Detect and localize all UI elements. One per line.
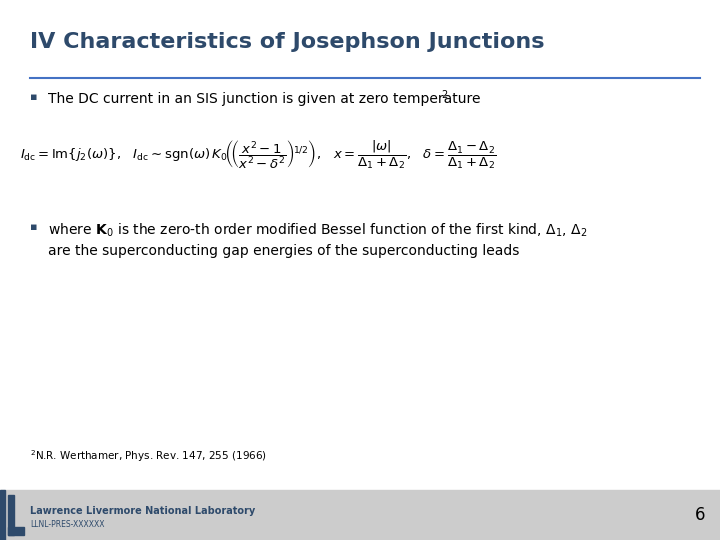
Bar [8,495,14,535]
Text: ▪: ▪ [30,222,37,232]
Bar [0,490,720,540]
Text: where $\mathbf{K}_0$ is the zero-th order modified Bessel function of the first : where $\mathbf{K}_0$ is the zero-th orde… [48,222,588,239]
Text: LLNL-PRES-XXXXXX: LLNL-PRES-XXXXXX [30,520,104,529]
Bar [0,490,5,540]
Text: $^2$N.R. Werthamer, Phys. Rev. 147, 255 (1966): $^2$N.R. Werthamer, Phys. Rev. 147, 255 … [30,448,267,464]
Text: 2: 2 [441,90,447,100]
Text: are the superconducting gap energies of the superconducting leads: are the superconducting gap energies of … [48,244,519,258]
Text: The DC current in an SIS junction is given at zero temperature: The DC current in an SIS junction is giv… [48,92,480,106]
Bar [8,527,24,535]
Text: 6: 6 [695,506,705,524]
Text: Lawrence Livermore National Laboratory: Lawrence Livermore National Laboratory [30,506,256,516]
Text: IV Characteristics of Josephson Junctions: IV Characteristics of Josephson Junction… [30,32,544,52]
Text: ▪: ▪ [30,92,37,102]
Text: $I_{\mathrm{dc}} = \mathrm{Im}\{j_2(\omega)\}$,   $I_{\mathrm{dc}} \sim \mathrm{: $I_{\mathrm{dc}} = \mathrm{Im}\{j_2(\ome… [20,139,496,171]
